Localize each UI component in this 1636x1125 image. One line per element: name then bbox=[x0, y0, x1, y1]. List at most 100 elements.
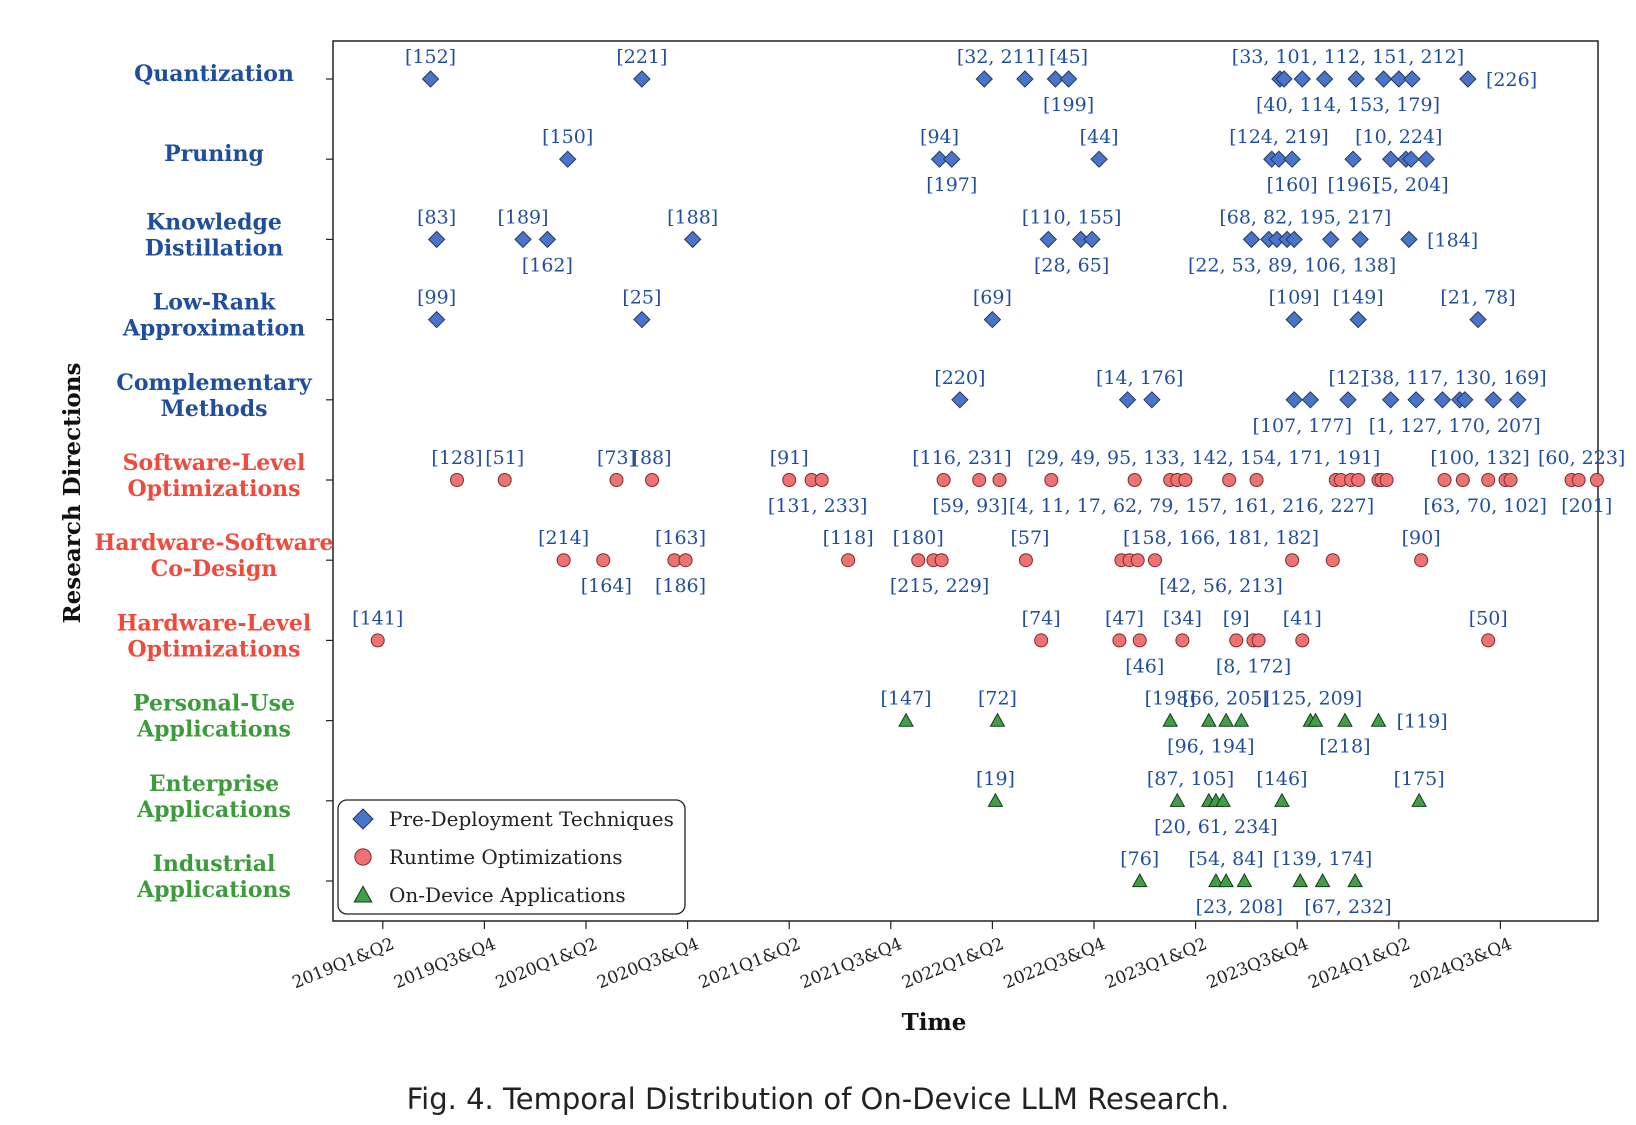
data-point bbox=[1251, 633, 1266, 648]
reference-label: [214] bbox=[538, 527, 589, 549]
data-point bbox=[556, 553, 571, 568]
category-label: Personal-Use bbox=[133, 691, 295, 717]
reference-label: [50] bbox=[1469, 607, 1508, 629]
data-point bbox=[678, 553, 693, 568]
reference-label: [83] bbox=[417, 206, 456, 228]
reference-label: [87, 105] bbox=[1147, 768, 1234, 790]
category-label: Low-Rank bbox=[153, 290, 276, 316]
category-label: Approximation bbox=[122, 316, 305, 342]
data-point bbox=[1390, 70, 1408, 88]
reference-labels: [152] [221] [32, 211] [45] [199] [33, 101, 11… bbox=[352, 46, 1625, 918]
reference-label: [29, 49, 95, 133, 142, 154, 171, 191] bbox=[1027, 447, 1380, 469]
reference-label: [76] bbox=[1120, 848, 1159, 870]
x-tick-label: 2024Q1&Q2 bbox=[1306, 934, 1414, 993]
data-point bbox=[1349, 310, 1367, 329]
reference-label: [59, 93] bbox=[932, 495, 1007, 517]
reference-label: [68, 82, 195, 217] bbox=[1219, 206, 1391, 228]
reference-label: [10, 224] bbox=[1355, 126, 1442, 148]
data-point bbox=[1484, 391, 1502, 409]
data-point bbox=[1127, 473, 1142, 487]
reference-label: [119] bbox=[1397, 711, 1448, 733]
reference-label: [54, 84] bbox=[1188, 848, 1263, 870]
data-point bbox=[1381, 150, 1400, 168]
reference-label: [180] bbox=[893, 527, 944, 549]
x-tick-label: 2021Q1&Q2 bbox=[696, 934, 804, 993]
reference-label: [164] bbox=[581, 575, 632, 597]
reference-label: [90] bbox=[1402, 527, 1441, 549]
data-point bbox=[951, 391, 969, 409]
data-markers bbox=[370, 70, 1604, 888]
data-point bbox=[1236, 872, 1253, 888]
data-point bbox=[1242, 230, 1261, 249]
data-point bbox=[497, 473, 512, 487]
data-point bbox=[1285, 391, 1303, 409]
legend-marker bbox=[353, 885, 373, 903]
data-point bbox=[943, 150, 961, 168]
data-point bbox=[1455, 473, 1470, 487]
data-point bbox=[1218, 712, 1234, 727]
reference-label: [147] bbox=[880, 688, 931, 710]
reference-label: [125, 209] bbox=[1263, 688, 1362, 710]
category-label: Methods bbox=[161, 396, 268, 422]
reference-label: [51] bbox=[485, 447, 524, 469]
data-point bbox=[1200, 712, 1217, 727]
reference-label: [8, 172] bbox=[1216, 655, 1291, 677]
data-point bbox=[421, 70, 440, 88]
figure-caption: Fig. 4. Temporal Distribution of On-Devi… bbox=[406, 1082, 1230, 1116]
data-point bbox=[559, 150, 577, 168]
reference-label: [63, 70, 102] bbox=[1423, 495, 1547, 517]
data-point bbox=[1571, 473, 1586, 487]
data-point bbox=[1301, 391, 1320, 409]
data-point bbox=[1292, 872, 1309, 888]
data-point bbox=[1162, 712, 1179, 727]
reference-label: [23, 208] bbox=[1196, 896, 1283, 918]
data-point bbox=[1118, 391, 1137, 409]
reference-label: [99] bbox=[417, 287, 456, 309]
data-point bbox=[1337, 712, 1353, 727]
data-point bbox=[1285, 230, 1303, 249]
data-point bbox=[1249, 473, 1264, 487]
reference-label: [162] bbox=[522, 254, 573, 276]
reference-label: [9] bbox=[1223, 607, 1250, 629]
data-point bbox=[1400, 230, 1418, 249]
data-point bbox=[1315, 70, 1334, 88]
data-point bbox=[645, 473, 660, 487]
data-point bbox=[370, 633, 385, 648]
legend-label: Pre-Deployment Techniques bbox=[389, 807, 674, 831]
data-point bbox=[1222, 473, 1237, 487]
data-point bbox=[1293, 70, 1311, 88]
reference-label: [158, 166, 181, 182] bbox=[1123, 527, 1319, 549]
data-point bbox=[1295, 633, 1310, 648]
reference-label: [201] bbox=[1561, 495, 1612, 517]
reference-label: [44] bbox=[1080, 126, 1119, 148]
data-point bbox=[427, 230, 446, 249]
reference-label: [69] bbox=[973, 287, 1012, 309]
reference-label: [146] bbox=[1256, 768, 1307, 790]
data-point bbox=[1059, 70, 1078, 88]
data-point bbox=[1018, 553, 1033, 568]
reference-label: [218] bbox=[1319, 736, 1370, 758]
data-point bbox=[1016, 70, 1034, 88]
x-axis-label: Time bbox=[902, 1009, 967, 1036]
reference-label: [96, 194] bbox=[1167, 736, 1254, 758]
reference-label: [5, 204] bbox=[1373, 174, 1448, 196]
data-point bbox=[1339, 391, 1357, 409]
data-point bbox=[1351, 473, 1366, 487]
x-tick-label: 2023Q1&Q2 bbox=[1102, 934, 1210, 993]
reference-label: [152] bbox=[405, 46, 456, 68]
data-point bbox=[1322, 230, 1340, 249]
data-point bbox=[1325, 553, 1340, 568]
reference-label: [131, 233] bbox=[768, 495, 867, 517]
data-point bbox=[1481, 633, 1496, 648]
reference-label: [118] bbox=[823, 527, 874, 549]
reference-label: [34] bbox=[1163, 607, 1202, 629]
data-point bbox=[538, 230, 557, 249]
reference-label: [128] bbox=[431, 447, 482, 469]
data-point bbox=[1083, 230, 1101, 249]
category-labels: Quantization Pruning KnowledgeDistillation… bbox=[95, 61, 334, 903]
data-point bbox=[1143, 391, 1161, 409]
reference-label: [66, 205] bbox=[1182, 688, 1269, 710]
data-point bbox=[1437, 473, 1452, 487]
data-point bbox=[1215, 792, 1231, 807]
